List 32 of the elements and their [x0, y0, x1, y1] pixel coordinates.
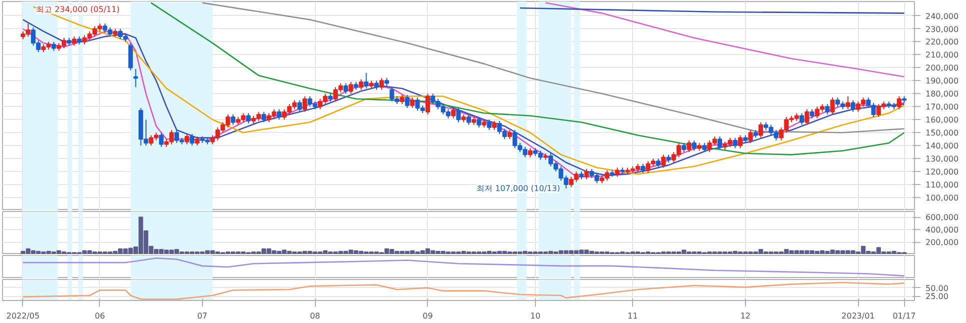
x-tick-label: 11: [628, 312, 638, 320]
y-tick-label: 230,000: [926, 24, 959, 34]
y-tick-label: 50.00: [926, 284, 948, 293]
y-tick-label: 180,000: [926, 90, 959, 99]
y-tick-label: 140,000: [926, 142, 959, 151]
x-tick-label: 09: [422, 312, 433, 320]
y-tick-label: 210,000: [926, 50, 959, 60]
x-tick-label: 12: [740, 312, 751, 320]
y-tick-label: 200,000: [926, 238, 959, 248]
y-tick-label: 170,000: [926, 102, 959, 112]
y-tick-label: 190,000: [926, 76, 959, 86]
y-tick-label: 120,000: [926, 168, 959, 177]
y-tick-label: 160,000: [926, 116, 959, 125]
y-tick-label: 130,000: [926, 154, 959, 164]
x-tick-label: 10: [530, 312, 540, 320]
y-tick-label: 200,000: [926, 64, 959, 73]
y-tick-label: 100,000: [926, 194, 959, 203]
x-tick-label: 07: [197, 312, 208, 320]
x-tick-label: 2022/05: [6, 312, 40, 320]
y-tick-label: 150,000: [926, 128, 959, 138]
x-tick-label: 01/17: [892, 312, 916, 320]
x-tick-label: 06: [94, 312, 105, 320]
annotation: 최고 234,000 (05/11): [36, 5, 120, 14]
x-tick-label: 08: [310, 312, 320, 320]
y-tick-label: 25.00: [926, 292, 948, 302]
y-tick-label: 400,000: [926, 226, 959, 235]
annotation: 최저 107,000 (10/13): [476, 184, 560, 193]
x-tick-label: 2023/01: [842, 312, 875, 320]
y-tick-label: 220,000: [926, 38, 959, 47]
y-tick-label: 240,000: [926, 12, 959, 21]
y-tick-label: 110,000: [926, 180, 959, 190]
y-tick-label: 600,000: [926, 213, 959, 222]
